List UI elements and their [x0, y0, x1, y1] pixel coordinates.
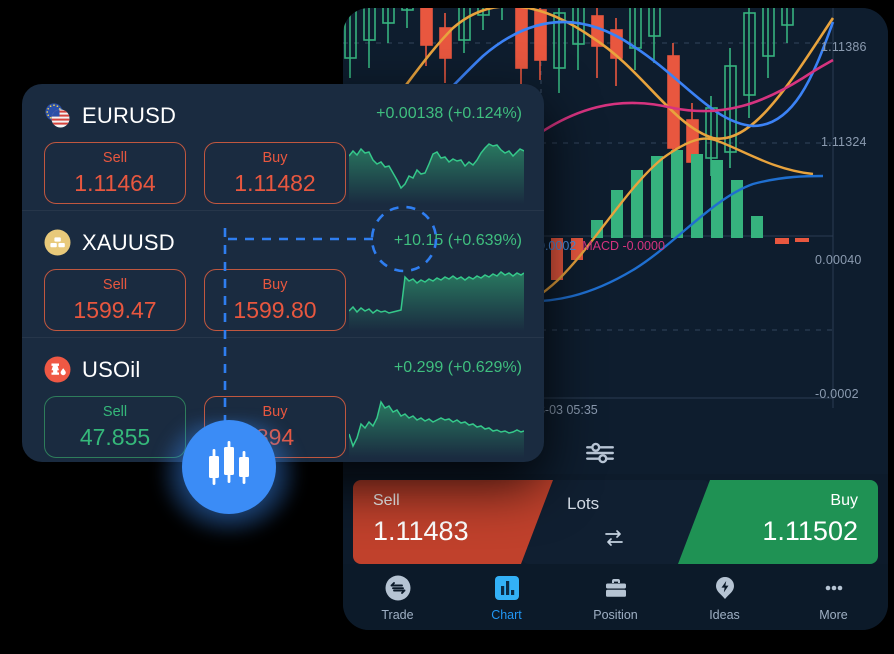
position-icon [601, 573, 631, 603]
nav-label-chart: Chart [491, 607, 522, 622]
quote-header: XAUUSD [44, 229, 175, 256]
quotes-card: EURUSD +0.00138 (+0.124%) Sell 1.11464 B… [22, 84, 544, 462]
sell-button-price: 1.11483 [373, 516, 469, 546]
quote-header: EURUSD [44, 102, 176, 129]
macd-legend: 0.0002 MACD -0.0000 [538, 239, 665, 253]
nav-label-position: Position [593, 607, 638, 622]
quote-buy-value: 1599.80 [233, 296, 317, 323]
quote-symbol: USOil [82, 356, 141, 382]
nav-item-position[interactable]: Position [561, 573, 670, 622]
quote-change: +0.00138 (+0.124%) [376, 105, 522, 122]
chart-timestamp: 03-03 05:35 [531, 403, 598, 417]
quote-symbol: EURUSD [82, 102, 177, 128]
quote-change: +0.299 (+0.629%) [393, 359, 522, 376]
quote-actions: Sell 1.11464 Buy 1.11482 [44, 142, 346, 204]
trade-bar: Lots Sell 1.11483 Buy 1.11502 [343, 480, 888, 564]
quote-sparkline [349, 271, 524, 331]
oil-barrel-icon [44, 356, 71, 383]
quote-sell-label: Sell [102, 277, 128, 294]
axis-label-price-high: 1.11386 [821, 40, 867, 54]
buy-button[interactable]: Buy 1.11502 [678, 480, 878, 564]
nav-item-ideas[interactable]: Ideas [670, 573, 779, 622]
nav-label-trade: Trade [381, 607, 414, 622]
chart-icon [492, 573, 522, 603]
quote-sell-label: Sell [102, 150, 128, 167]
buy-button-label: Buy [830, 492, 858, 509]
phone-frame: 1.11386 1.11324 0.00040 -0.0002 0.0002 MA… [343, 8, 888, 630]
nav-item-more[interactable]: More [779, 573, 888, 622]
quote-sell-value: 1599.47 [73, 296, 157, 323]
quote-sparkline [349, 143, 524, 204]
quote-sell-button[interactable]: Sell 1.11464 [44, 142, 186, 204]
macd-value: 0.0002 [538, 239, 577, 253]
lots-panel[interactable]: Lots [521, 480, 711, 564]
sliders-icon[interactable] [583, 436, 617, 470]
quote-buy-value: 1.11482 [234, 169, 316, 196]
nav-item-chart[interactable]: Chart [452, 573, 561, 622]
quote-buy-button[interactable]: Buy 1.11482 [204, 142, 346, 204]
quote-sell-label: Sell [102, 404, 128, 421]
candlestick-logo-icon [209, 441, 249, 485]
quote-sell-value: 47.855 [79, 423, 151, 450]
macd-label: MACD -0.0000 [582, 239, 665, 253]
quote-buy-label: Buy [262, 277, 288, 294]
quote-row[interactable]: XAUUSD +10.15 (+0.639%) Sell 1599.47 Buy… [22, 210, 544, 337]
bottom-navigation: Trade Chart [343, 564, 888, 630]
quote-header: USOil [44, 356, 140, 383]
quote-sparkline [349, 400, 524, 458]
nav-item-trade[interactable]: Trade [343, 573, 452, 622]
axis-label-macd-low: -0.0002 [815, 387, 859, 401]
quote-sell-value: 1.11464 [74, 169, 156, 196]
app-logo-badge[interactable] [182, 420, 276, 514]
quote-actions: Sell 1599.47 Buy 1599.80 [44, 269, 346, 331]
sell-button-label: Sell [373, 492, 400, 509]
gold-bars-icon [44, 229, 71, 256]
price-chart-svg [343, 8, 835, 408]
nav-label-more: More [819, 607, 848, 622]
buy-button-price: 1.11502 [762, 516, 858, 546]
quote-buy-label: Buy [262, 404, 288, 421]
quote-symbol: XAUUSD [82, 229, 175, 255]
quote-sell-button[interactable]: Sell 1599.47 [44, 269, 186, 331]
ideas-icon [710, 573, 740, 603]
lots-label: Lots [567, 494, 600, 513]
quote-row[interactable]: EURUSD +0.00138 (+0.124%) Sell 1.11464 B… [22, 84, 544, 210]
more-icon [819, 573, 849, 603]
sell-button[interactable]: Sell 1.11483 [353, 480, 553, 564]
quote-change: +10.15 (+0.639%) [393, 232, 522, 249]
quote-buy-label: Buy [262, 150, 288, 167]
swap-arrows-icon[interactable] [601, 526, 627, 550]
quote-buy-button[interactable]: Buy 1599.80 [204, 269, 346, 331]
axis-label-price-low: 1.11324 [821, 135, 867, 149]
nav-label-ideas: Ideas [709, 607, 740, 622]
eurusd-flag-icon [44, 102, 71, 129]
trade-icon [383, 573, 413, 603]
axis-label-macd-high: 0.00040 [815, 253, 862, 267]
